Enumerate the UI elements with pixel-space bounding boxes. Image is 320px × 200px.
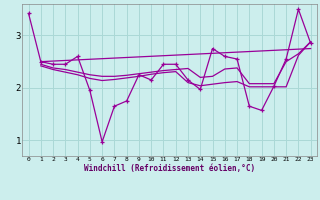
X-axis label: Windchill (Refroidissement éolien,°C): Windchill (Refroidissement éolien,°C) <box>84 164 255 173</box>
